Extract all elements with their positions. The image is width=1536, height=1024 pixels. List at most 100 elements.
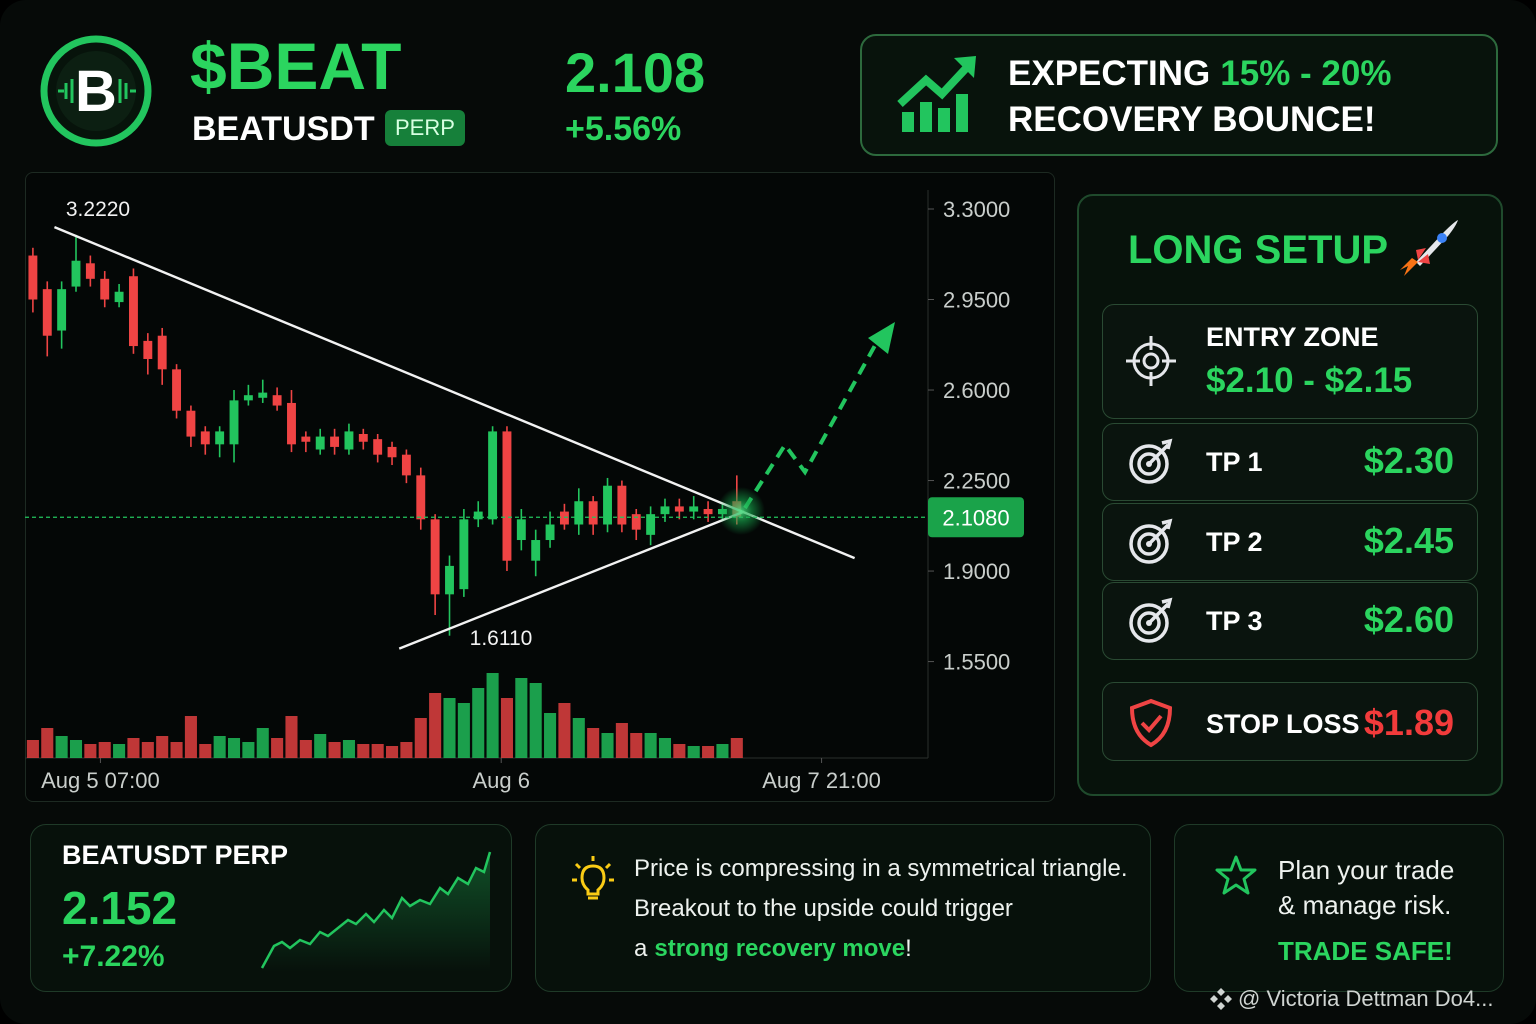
candle-body <box>689 506 699 512</box>
candle-body <box>200 431 210 445</box>
y-tick-label: 1.9000 <box>943 559 1010 584</box>
note-highlight: strong recovery move <box>654 935 906 962</box>
target-value: $2.30 <box>1363 440 1454 481</box>
volume-bar <box>429 693 442 758</box>
breakout-glow <box>717 487 765 535</box>
volume-bar <box>630 733 643 758</box>
setup-title: LONG SETUP <box>1128 228 1389 272</box>
volume-bar <box>26 740 39 758</box>
candle-body <box>258 392 268 398</box>
logo-letter: B <box>75 59 117 124</box>
volume-bar <box>572 718 585 758</box>
volume-bar <box>673 744 686 758</box>
last-price-box <box>928 497 1024 538</box>
rocket-icon <box>1400 220 1458 276</box>
volume-bar <box>141 742 154 758</box>
star-icon <box>1215 855 1257 895</box>
target-value: $2.45 <box>1363 520 1454 561</box>
candle-body <box>172 369 182 411</box>
volume-bar <box>414 718 427 758</box>
candle-body <box>660 506 670 515</box>
candle-body <box>473 511 483 520</box>
volume-bar <box>400 742 413 758</box>
candle-body <box>430 519 440 595</box>
reminder-card <box>1174 824 1504 992</box>
volume-bar <box>457 703 470 758</box>
volume-bar <box>486 673 499 758</box>
dart-icon <box>1129 597 1173 643</box>
volume-bar <box>328 742 341 758</box>
dart-icon <box>1129 518 1173 564</box>
volume-bar <box>730 738 743 758</box>
volume-bar <box>357 744 370 758</box>
volume-bar <box>515 678 528 758</box>
dart-icon <box>1129 438 1173 484</box>
candle-body <box>42 289 52 336</box>
overlay-layer: 2.1080 3.2220 1.6110 <box>25 198 1024 650</box>
candle-body <box>315 436 325 450</box>
candle-body <box>57 289 67 331</box>
watermark-icon <box>1210 988 1232 1010</box>
volume-bar <box>615 723 628 758</box>
volume-bar <box>687 746 700 758</box>
badge: PERP <box>385 110 465 146</box>
candle-body <box>459 519 469 590</box>
candle-body <box>358 433 368 442</box>
note-end: ! <box>905 935 912 962</box>
candle-body <box>330 436 340 447</box>
candle-body <box>215 431 225 445</box>
volume-bar <box>443 698 456 758</box>
stop-label: STOP LOSS <box>1206 709 1360 739</box>
entry-value: $2.10 - $2.15 <box>1206 361 1413 400</box>
candle-body <box>229 400 239 445</box>
target-row <box>1102 503 1478 581</box>
volume-bar <box>127 738 140 758</box>
volume-bar <box>69 740 83 758</box>
volume-bar <box>371 744 384 758</box>
volume-bar <box>156 736 169 758</box>
ticker-change: +7.22% <box>62 940 165 973</box>
candle-body <box>631 514 641 530</box>
banner-range: 15% - 20% <box>1220 54 1392 93</box>
volume-bar <box>271 738 284 758</box>
volume-bar <box>529 683 542 758</box>
candle-layer <box>28 234 742 636</box>
volume-bar <box>702 746 715 758</box>
reminder-line-1: Plan your trade <box>1278 855 1455 885</box>
volume-bar <box>644 733 657 758</box>
candle-body <box>401 454 411 476</box>
volume-bar <box>544 713 557 758</box>
volume-bar <box>500 698 513 758</box>
chart: 2.1080 3.2220 1.6110 3.3000 2.9500 2.6000 2.2… <box>25 190 1024 793</box>
candle-body <box>574 501 584 525</box>
volume-bar <box>299 740 312 758</box>
volume-bar <box>256 728 269 758</box>
projection-arrowhead <box>868 322 895 354</box>
volume-bar <box>184 716 197 758</box>
note-card <box>535 824 1151 992</box>
reminder-cta: TRADE SAFE! <box>1278 936 1453 966</box>
note-line-3: a strong recovery move! <box>634 935 912 963</box>
candle-body <box>646 514 656 535</box>
note-lead: a <box>634 935 648 962</box>
candle-body <box>287 402 296 445</box>
projection-path <box>743 339 880 510</box>
y-tick-label: 2.2500 <box>943 469 1010 494</box>
candle-body <box>100 278 110 300</box>
candle-body <box>502 431 512 561</box>
candle-body <box>617 485 627 525</box>
volume-layer <box>26 673 743 758</box>
candle-body <box>186 410 196 437</box>
candle-body <box>114 291 124 303</box>
price: 2.108 <box>565 41 706 104</box>
banner-lead: EXPECTING <box>1008 54 1211 93</box>
candle-body <box>603 485 612 525</box>
volume-bar <box>41 728 54 758</box>
note-line-2: Breakout to the upside could trigger <box>634 895 1013 922</box>
reminder-line-2: & manage risk. <box>1278 890 1452 920</box>
volume-bar <box>472 688 485 758</box>
volume-bar <box>213 736 226 758</box>
volume-bar <box>601 733 614 758</box>
candle-body <box>143 340 153 359</box>
volume-bar <box>242 742 255 758</box>
